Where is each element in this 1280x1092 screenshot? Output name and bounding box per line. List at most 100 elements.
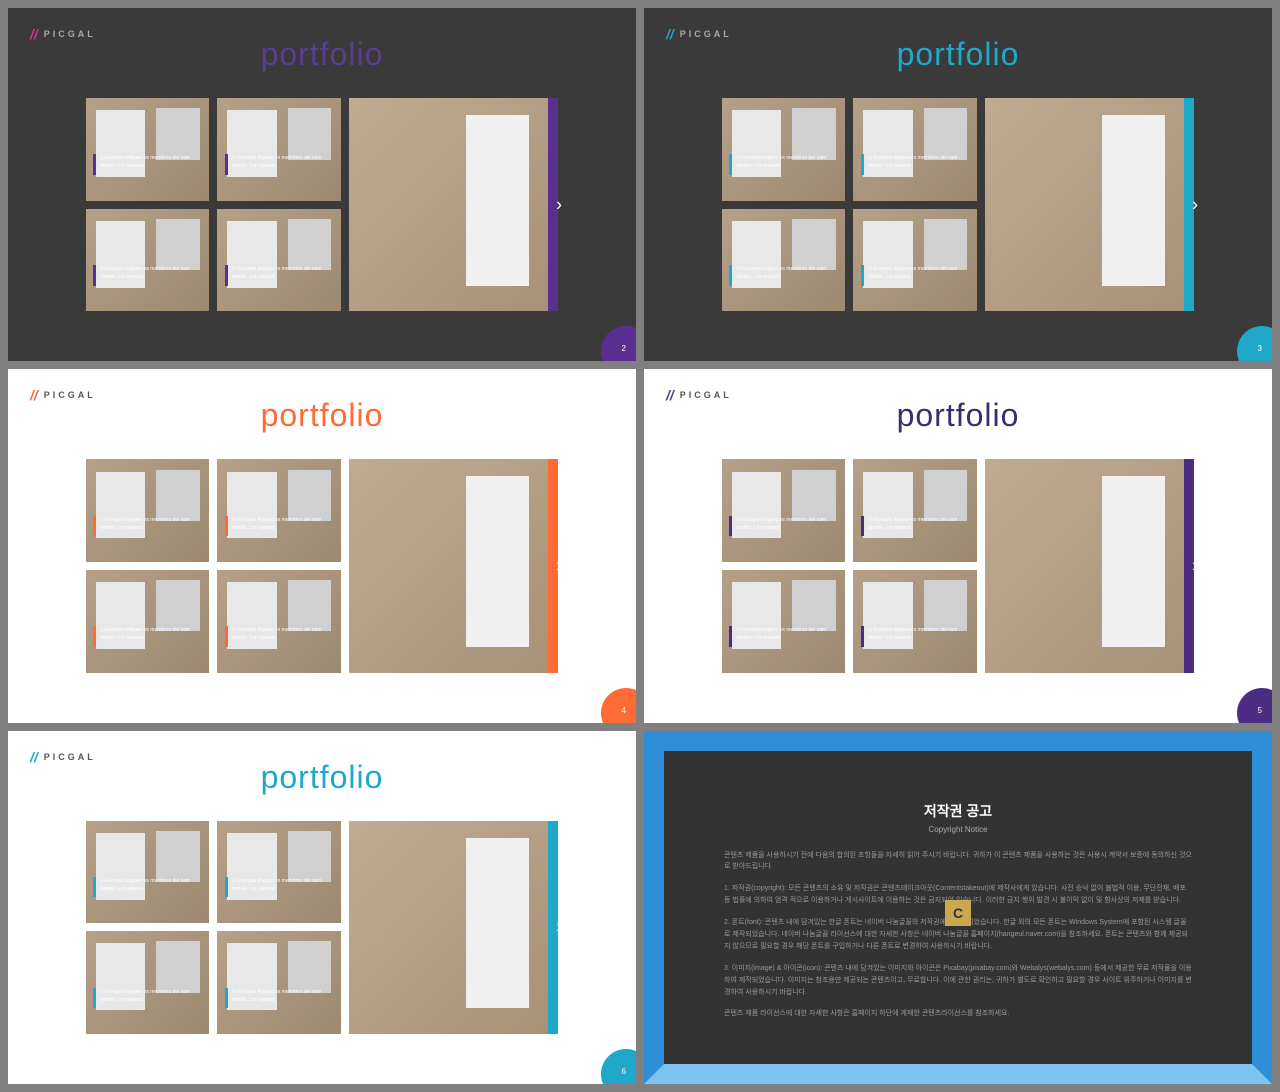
thumb-caption: Li Europan lingues es membres del samfam…	[868, 265, 957, 281]
copyright-p: 콘텐츠 제품을 사용하시기 전에 다음의 합의된 조항들을 자세히 읽어 주시기…	[724, 850, 1192, 874]
logo-mark: //	[666, 26, 674, 42]
gallery-thumb[interactable]: Li Europan lingues es membres del samfam…	[217, 570, 340, 673]
copyright-body: 저작권 공고 Copyright Notice 콘텐츠 제품을 사용하시기 전에…	[694, 781, 1222, 1034]
gallery-thumb[interactable]: Li Europan lingues es membres del samfam…	[853, 570, 976, 673]
gallery-thumb[interactable]: Li Europan lingues es membres del samfam…	[853, 209, 976, 312]
gallery-thumb[interactable]: Li Europan lingues es membres del samfam…	[217, 821, 340, 924]
gallery-thumb[interactable]: Li Europan lingues es membres del samfam…	[217, 209, 340, 312]
slide-title: portfolio	[261, 397, 384, 434]
gallery-thumb[interactable]: Li Europan lingues es membres del samfam…	[722, 209, 845, 312]
thumb-caption: Li Europan lingues es membres del samfam…	[737, 516, 826, 532]
gallery: Li Europan lingues es membres del samfam…	[86, 459, 558, 672]
thumb-caption: Li Europan lingues es membres del samfam…	[868, 516, 957, 532]
thumb-caption: Li Europan lingues es membres del samfam…	[232, 516, 321, 532]
copyright-slide: 저작권 공고 Copyright Notice 콘텐츠 제품을 사용하시기 전에…	[644, 731, 1272, 1084]
gallery-thumb[interactable]: Li Europan lingues es membres del samfam…	[722, 98, 845, 201]
gallery-thumb[interactable]: Li Europan lingues es membres del samfam…	[86, 931, 209, 1034]
thumb-caption: Li Europan lingues es membres del samfam…	[737, 265, 826, 281]
copyright-subtitle: Copyright Notice	[724, 825, 1192, 834]
gallery-thumb[interactable]: Li Europan lingues es membres del samfam…	[853, 98, 976, 201]
logo: // PICGAL	[30, 26, 96, 42]
gallery-feature[interactable]: ›	[985, 98, 1194, 311]
next-arrow-icon[interactable]: ›	[556, 555, 562, 576]
logo-text: PICGAL	[44, 390, 96, 400]
thumb-caption: Li Europan lingues es membres del samfam…	[101, 154, 190, 170]
thumb-caption: Li Europan lingues es membres del samfam…	[101, 877, 190, 893]
gallery-feature[interactable]: ›	[349, 821, 558, 1034]
gallery-grid: Li Europan lingues es membres del samfam…	[722, 98, 977, 311]
gallery-thumb[interactable]: Li Europan lingues es membres del samfam…	[722, 459, 845, 562]
gallery-thumb[interactable]: Li Europan lingues es membres del samfam…	[217, 98, 340, 201]
slide-title: portfolio	[897, 36, 1020, 73]
page-number: 6	[622, 1067, 626, 1076]
next-arrow-icon[interactable]: ›	[1192, 555, 1198, 576]
copyright-p: 콘텐츠 제품 라이선스에 대한 자세한 사항은 홈페이지 하단에 게재한 콘텐츠…	[724, 1008, 1192, 1020]
logo-text: PICGAL	[44, 752, 96, 762]
copyright-title: 저작권 공고	[724, 801, 1192, 821]
logo-mark: //	[666, 387, 674, 403]
page-number: 2	[622, 344, 626, 353]
gallery-grid: Li Europan lingues es membres del samfam…	[86, 459, 341, 672]
page-number: 3	[1258, 344, 1262, 353]
gallery-feature[interactable]: ›	[985, 459, 1194, 672]
slide-title: portfolio	[261, 36, 384, 73]
corner-accent	[601, 326, 636, 361]
corner-accent	[1237, 326, 1272, 361]
gallery: Li Europan lingues es membres del samfam…	[86, 821, 558, 1034]
gallery-grid: Li Europan lingues es membres del samfam…	[86, 98, 341, 311]
thumb-caption: Li Europan lingues es membres del samfam…	[232, 988, 321, 1004]
slide-grid: // PICGAL portfolio Li Europan lingues e…	[0, 0, 1280, 1092]
corner-accent	[601, 1049, 636, 1084]
logo: // PICGAL	[30, 749, 96, 765]
gallery: Li Europan lingues es membres del samfam…	[722, 459, 1194, 672]
corner-accent	[1237, 688, 1272, 723]
page-number: 4	[622, 706, 626, 715]
gallery-thumb[interactable]: Li Europan lingues es membres del samfam…	[853, 459, 976, 562]
thumb-caption: Li Europan lingues es membres del samfam…	[232, 877, 321, 893]
thumb-caption: Li Europan lingues es membres del samfam…	[232, 154, 321, 170]
page-number: 5	[1258, 706, 1262, 715]
thumb-caption: Li Europan lingues es membres del samfam…	[232, 265, 321, 281]
logo-mark: //	[30, 749, 38, 765]
thumb-caption: Li Europan lingues es membres del samfam…	[868, 626, 957, 642]
slide-title: portfolio	[261, 759, 384, 796]
next-arrow-icon[interactable]: ›	[1192, 194, 1198, 215]
gallery-thumb[interactable]: Li Europan lingues es membres del samfam…	[86, 570, 209, 673]
logo-mark: //	[30, 26, 38, 42]
thumb-caption: Li Europan lingues es membres del samfam…	[737, 626, 826, 642]
gallery-thumb[interactable]: Li Europan lingues es membres del samfam…	[86, 209, 209, 312]
gallery-feature[interactable]: ›	[349, 98, 558, 311]
thumb-caption: Li Europan lingues es membres del samfam…	[232, 626, 321, 642]
gallery-thumb[interactable]: Li Europan lingues es membres del samfam…	[86, 98, 209, 201]
logo-text: PICGAL	[680, 29, 732, 39]
gallery-thumb[interactable]: Li Europan lingues es membres del samfam…	[86, 821, 209, 924]
logo: // PICGAL	[666, 387, 732, 403]
logo-text: PICGAL	[680, 390, 732, 400]
brand-badge-icon: C	[945, 900, 971, 926]
next-arrow-icon[interactable]: ›	[556, 194, 562, 215]
gallery-grid: Li Europan lingues es membres del samfam…	[86, 821, 341, 1034]
gallery-thumb[interactable]: Li Europan lingues es membres del samfam…	[217, 931, 340, 1034]
slide-title: portfolio	[897, 397, 1020, 434]
portfolio-slide: // PICGAL portfolio Li Europan lingues e…	[644, 369, 1272, 722]
gallery-thumb[interactable]: Li Europan lingues es membres del samfam…	[86, 459, 209, 562]
gallery-thumb[interactable]: Li Europan lingues es membres del samfam…	[217, 459, 340, 562]
portfolio-slide: // PICGAL portfolio Li Europan lingues e…	[644, 8, 1272, 361]
gallery-grid: Li Europan lingues es membres del samfam…	[722, 459, 977, 672]
gallery: Li Europan lingues es membres del samfam…	[722, 98, 1194, 311]
gallery-feature[interactable]: ›	[349, 459, 558, 672]
thumb-caption: Li Europan lingues es membres del samfam…	[101, 516, 190, 532]
thumb-caption: Li Europan lingues es membres del samfam…	[101, 626, 190, 642]
logo: // PICGAL	[30, 387, 96, 403]
portfolio-slide: // PICGAL portfolio Li Europan lingues e…	[8, 8, 636, 361]
copyright-p: 3. 이미지(image) & 아이콘(icon): 콘텐츠 내에 담겨있는 이…	[724, 963, 1192, 999]
gallery: Li Europan lingues es membres del samfam…	[86, 98, 558, 311]
gallery-thumb[interactable]: Li Europan lingues es membres del samfam…	[722, 570, 845, 673]
portfolio-slide: // PICGAL portfolio Li Europan lingues e…	[8, 731, 636, 1084]
logo: // PICGAL	[666, 26, 732, 42]
next-arrow-icon[interactable]: ›	[556, 917, 562, 938]
thumb-caption: Li Europan lingues es membres del samfam…	[868, 154, 957, 170]
portfolio-slide: // PICGAL portfolio Li Europan lingues e…	[8, 369, 636, 722]
logo-mark: //	[30, 387, 38, 403]
corner-accent	[601, 688, 636, 723]
